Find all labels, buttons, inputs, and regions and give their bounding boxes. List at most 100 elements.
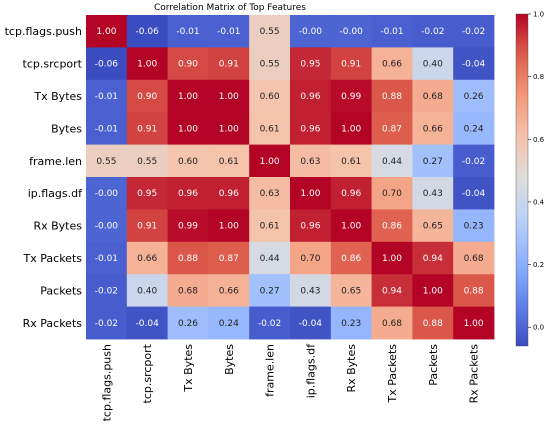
cell-value-label: -0.06 xyxy=(136,27,160,37)
heatmap-cell xyxy=(126,15,168,48)
cell-value-label: 0.55 xyxy=(137,157,157,167)
heatmap-cell xyxy=(330,209,372,243)
cell-value-label: 0.27 xyxy=(260,286,280,296)
heatmap-cell xyxy=(371,47,413,81)
heatmap-cell xyxy=(330,79,372,113)
heatmap-cell xyxy=(290,79,332,113)
heatmap-cell xyxy=(453,79,495,113)
cell-value-label: -0.00 xyxy=(299,27,323,37)
heatmap-cell xyxy=(249,241,291,275)
cell-value-label: 0.88 xyxy=(178,254,198,264)
heatmap-cell xyxy=(208,112,250,145)
cell-value-label: 0.94 xyxy=(423,254,443,264)
heatmap-cell xyxy=(330,241,372,275)
cell-value-label: 0.27 xyxy=(423,157,443,167)
heatmap-cell xyxy=(126,47,168,81)
cell-value-label: 0.96 xyxy=(300,222,320,232)
cell-value-label: 1.00 xyxy=(341,222,361,232)
cell-value-label: 1.00 xyxy=(300,189,320,199)
heatmap-cell xyxy=(126,306,168,340)
heatmap-cell xyxy=(86,79,128,113)
cell-value-label: 0.96 xyxy=(300,124,320,134)
heatmap-cell xyxy=(167,144,209,178)
heatmap-cell xyxy=(453,241,495,275)
cell-value-label: 0.99 xyxy=(341,92,361,102)
heatmap-cell xyxy=(371,306,413,340)
heatmap-cell xyxy=(453,209,495,243)
cell-value-label: 0.61 xyxy=(260,222,280,232)
heatmap-cell xyxy=(412,177,454,210)
heatmap-cell xyxy=(167,112,209,145)
cell-value-label: -0.02 xyxy=(421,27,444,37)
heatmap-cell xyxy=(290,144,332,178)
cell-value-label: -0.01 xyxy=(217,27,240,37)
heatmap-cell xyxy=(371,144,413,178)
cell-value-label: -0.00 xyxy=(95,189,119,199)
heatmap-cell xyxy=(412,306,454,340)
cell-value-label: 1.00 xyxy=(341,124,361,134)
heatmap-cell xyxy=(290,209,332,243)
cell-value-label: 0.61 xyxy=(219,157,239,167)
cell-value-label: -0.04 xyxy=(136,319,160,329)
heatmap-cell xyxy=(412,209,454,243)
cell-value-label: -0.00 xyxy=(95,222,119,232)
column-label: Rx Packets xyxy=(468,344,481,404)
heatmap-cell xyxy=(290,15,332,48)
heatmap-cell xyxy=(126,274,168,307)
heatmap-cell xyxy=(371,15,413,48)
colorbar-tick-label: 0.6 xyxy=(533,136,545,144)
chart-title: Correlation Matrix of Top Features xyxy=(154,3,306,13)
colorbar-tick-label: 1.0 xyxy=(533,11,544,19)
heatmap-cell xyxy=(453,112,495,145)
heatmap-cell xyxy=(453,144,495,178)
cell-value-label: 0.68 xyxy=(464,254,484,264)
cell-value-label: 0.24 xyxy=(219,319,239,329)
heatmap-cell xyxy=(208,15,250,48)
cell-value-label: 0.91 xyxy=(219,60,239,70)
heatmap-cell xyxy=(86,15,128,48)
cell-value-label: 0.68 xyxy=(423,92,443,102)
cell-value-label: 0.86 xyxy=(341,254,361,264)
cell-value-label: 0.96 xyxy=(341,189,361,199)
cell-value-label: -0.01 xyxy=(380,27,403,37)
cell-value-label: 1.00 xyxy=(96,27,116,37)
heatmap-cell xyxy=(86,144,128,178)
cell-value-label: 1.00 xyxy=(219,124,239,134)
cell-value-label: 0.61 xyxy=(260,124,280,134)
heatmap-cell xyxy=(86,112,128,145)
cell-value-label: 0.40 xyxy=(137,286,157,296)
row-label: Tx Bytes xyxy=(33,90,82,103)
cell-value-label: 0.43 xyxy=(423,189,443,199)
heatmap-cell xyxy=(167,241,209,275)
cell-value-label: -0.02 xyxy=(462,157,485,167)
heatmap-cell xyxy=(249,144,291,178)
cell-value-label: 0.68 xyxy=(382,319,402,329)
colorbar-gradient xyxy=(515,13,529,347)
cell-value-label: 0.44 xyxy=(260,254,280,264)
cell-value-label: 0.66 xyxy=(382,60,402,70)
cell-value-label: 0.60 xyxy=(178,157,198,167)
cell-value-label: -0.01 xyxy=(95,92,118,102)
heatmap-cell xyxy=(167,274,209,307)
cell-value-label: 0.68 xyxy=(178,286,198,296)
colorbar-tick-label: 0.2 xyxy=(533,261,544,269)
column-label: Bytes xyxy=(223,344,236,375)
cell-value-label: 0.65 xyxy=(341,286,361,296)
cell-value-label: 0.90 xyxy=(178,60,198,70)
heatmap-cell xyxy=(86,274,128,307)
cell-value-label: 0.66 xyxy=(137,254,157,264)
heatmap-cell xyxy=(208,241,250,275)
heatmap-cell xyxy=(453,177,495,210)
cell-value-label: -0.02 xyxy=(95,286,118,296)
heatmap-cell xyxy=(453,274,495,307)
column-label: ip.flags.df xyxy=(304,343,317,398)
cell-value-label: 1.00 xyxy=(260,157,280,167)
cell-value-label: 1.00 xyxy=(178,92,198,102)
heatmap-cell xyxy=(330,47,372,81)
heatmap-cell xyxy=(412,274,454,307)
cell-value-label: 1.00 xyxy=(423,286,443,296)
cell-value-label: 0.40 xyxy=(423,60,443,70)
heatmap-cell xyxy=(290,306,332,340)
row-label: Packets xyxy=(40,284,82,297)
heatmap-cell xyxy=(290,241,332,275)
